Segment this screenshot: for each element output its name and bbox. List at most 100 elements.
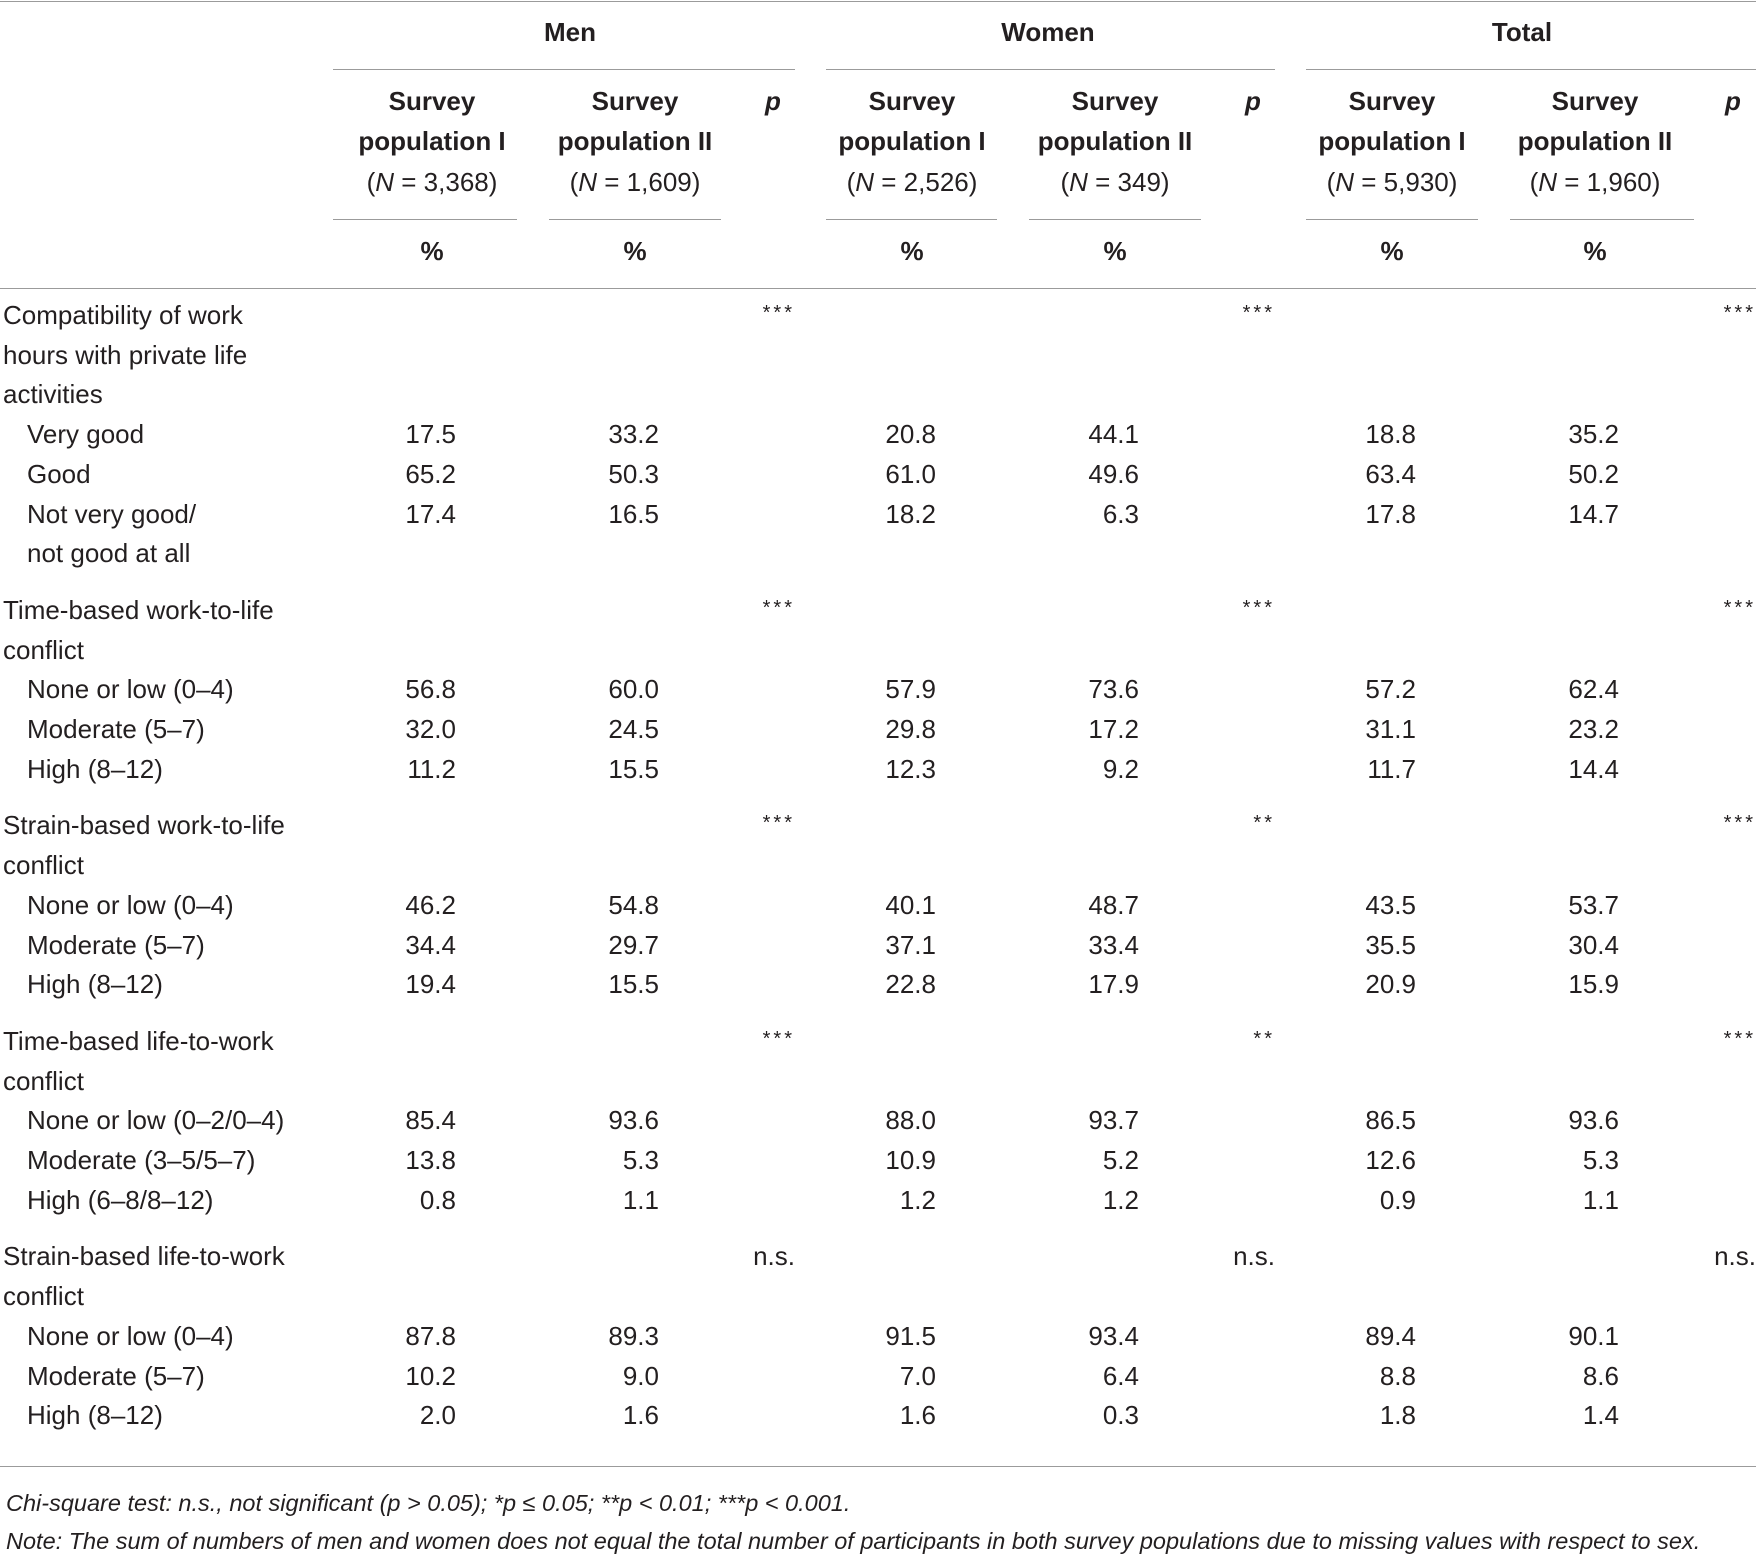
value-cell: 20.8 [885, 419, 936, 450]
column-header-p: p [765, 86, 781, 116]
footnote-chi-square: Chi-square test: n.s., not significant (… [6, 1490, 851, 1516]
value-cell: 11.7 [1367, 753, 1416, 784]
value-cell: 6.4 [1102, 1360, 1139, 1391]
value-cell: 0.8 [419, 1184, 456, 1215]
value-cell: 19.4 [405, 969, 456, 1000]
value-cell: 35.5 [1365, 929, 1416, 960]
p-value: *** [1242, 596, 1275, 619]
value-cell: 14.7 [1568, 498, 1619, 529]
section-title: Strain-based work-to-life [3, 810, 285, 841]
value-cell: 11.2 [407, 753, 456, 784]
value-cell: 6.3 [1102, 498, 1139, 529]
group-header-women: Women [1001, 17, 1095, 47]
row-label: not good at all [27, 538, 191, 569]
value-cell: 1.2 [1102, 1184, 1139, 1215]
value-cell: 17.2 [1088, 714, 1139, 744]
row-label: Moderate (5–7) [27, 1360, 205, 1391]
p-value: *** [762, 302, 795, 324]
p-value: n.s. [753, 1241, 795, 1272]
column-underline-5 [1306, 219, 1478, 220]
row-label: None or low (0–4) [27, 889, 234, 920]
row-label: Not very good/ [27, 498, 197, 529]
value-cell: 1.2 [899, 1184, 936, 1215]
row-label: None or low (0–4) [27, 1320, 234, 1351]
value-cell: 93.7 [1088, 1105, 1139, 1136]
value-cell: 30.4 [1568, 929, 1619, 960]
value-cell: 7.0 [899, 1360, 936, 1391]
value-cell: 20.9 [1365, 969, 1416, 1000]
p-value: *** [762, 812, 795, 835]
value-cell: 85.4 [405, 1105, 456, 1136]
column-header-n: (N = 3,368) [366, 167, 498, 197]
row-label: Moderate (3–5/5–7) [27, 1145, 256, 1175]
value-cell: 12.3 [885, 753, 936, 784]
value-cell: 15.5 [608, 753, 659, 784]
value-cell: 60.0 [608, 674, 659, 705]
section-title: Strain-based life-to-work [3, 1241, 285, 1272]
value-cell: 5.3 [1582, 1145, 1619, 1175]
column-header-percent: % [900, 236, 924, 266]
column-underline-4 [1029, 219, 1201, 220]
p-value: n.s. [1714, 1241, 1756, 1272]
group-underline-women [826, 69, 1275, 70]
p-value: *** [762, 1027, 795, 1050]
p-value: ** [1253, 1027, 1275, 1050]
value-cell: 24.5 [608, 714, 659, 744]
column-header-n: (N = 2,526) [846, 167, 978, 197]
n-symbol: N [1069, 167, 1088, 197]
group-header-total: Total [1491, 17, 1553, 47]
column-header-p: p [1245, 86, 1261, 116]
group-underline-men [333, 69, 795, 70]
value-cell: 87.8 [405, 1320, 456, 1351]
column-header-survey: Survey [1348, 86, 1436, 116]
value-cell: 86.5 [1365, 1105, 1416, 1136]
column-header-population: population I [1318, 126, 1466, 156]
value-cell: 89.3 [608, 1320, 659, 1351]
column-header-n: (N = 1,609) [569, 167, 701, 197]
column-header-percent: % [420, 236, 444, 266]
value-cell: 1.4 [1582, 1400, 1619, 1431]
value-cell: 16.5 [608, 498, 659, 529]
n-symbol: N [1538, 167, 1558, 197]
column-header-p: p [1725, 86, 1741, 116]
column-header-n: (N = 1,960) [1529, 167, 1661, 197]
value-cell: 1.1 [622, 1184, 659, 1215]
row-label: Very good [27, 419, 145, 450]
row-label: Moderate (5–7) [27, 929, 205, 960]
value-cell: 13.8 [405, 1145, 456, 1175]
p-value: *** [1723, 596, 1756, 619]
n-symbol: N [375, 167, 395, 197]
column-header-survey: Survey [868, 86, 956, 116]
value-cell: 54.8 [608, 889, 659, 920]
value-cell: 34.4 [405, 929, 456, 960]
row-label: High (8–12) [27, 969, 163, 1000]
value-cell: 15.9 [1568, 969, 1619, 1000]
value-cell: 0.9 [1379, 1184, 1416, 1215]
column-header-population: population I [838, 126, 986, 156]
column-underline-1 [333, 219, 517, 220]
value-cell: 40.1 [885, 889, 936, 920]
value-cell: 93.6 [608, 1105, 659, 1136]
value-cell: 1.6 [622, 1400, 659, 1431]
value-cell: 50.2 [1568, 458, 1619, 489]
column-header-percent: % [623, 236, 647, 266]
value-cell: 10.2 [405, 1360, 456, 1391]
value-cell: 50.3 [608, 458, 659, 489]
value-cell: 5.2 [1102, 1145, 1139, 1175]
value-cell: 10.9 [885, 1145, 936, 1175]
value-cell: 18.8 [1365, 419, 1416, 450]
value-cell: 33.4 [1088, 929, 1139, 960]
value-cell: 57.9 [885, 674, 936, 705]
value-cell: 2.0 [419, 1400, 456, 1431]
section-title: conflict [3, 634, 84, 665]
value-cell: 93.6 [1568, 1105, 1619, 1136]
value-cell: 15.5 [608, 969, 659, 1000]
value-cell: 90.1 [1568, 1320, 1619, 1351]
value-cell: 8.6 [1582, 1360, 1619, 1391]
header-bottom-rule [0, 288, 1756, 289]
p-value: *** [1723, 812, 1756, 835]
n-symbol: N [1335, 167, 1355, 197]
value-cell: 1.1 [1582, 1184, 1619, 1215]
value-cell: 57.2 [1365, 674, 1416, 705]
